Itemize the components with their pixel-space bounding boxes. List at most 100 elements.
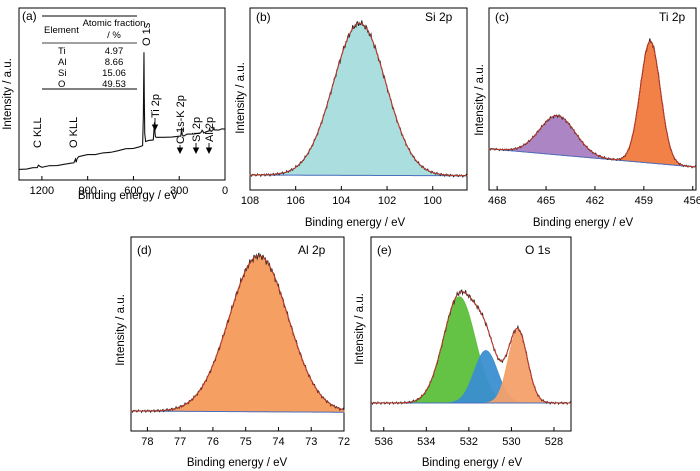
- xtick-label: 528: [545, 436, 563, 448]
- panel-e-plot: [370, 289, 572, 406]
- xtick-label: 108: [241, 195, 259, 207]
- background-line: [488, 148, 697, 168]
- table-rows: Ti 4.97 Al 8.66 Si 15.06 O 49.53: [58, 46, 126, 90]
- panel-a-plot: [18, 52, 226, 170]
- xtick-label: 900: [78, 185, 96, 197]
- peak-arrows: [151, 118, 213, 155]
- panel-c-label: (c): [495, 10, 509, 24]
- peak-label-o-1s: O 1s: [141, 22, 153, 46]
- xtick-label: 76: [207, 436, 219, 448]
- xtick-label: 102: [378, 195, 396, 207]
- panel-d-plot: [130, 252, 345, 414]
- fit-component-1: [130, 255, 345, 413]
- xtick-label: 600: [124, 185, 142, 197]
- atomic-fraction-table: Element Atomic fraction / % Ti 4.97 Al 8.66 S…: [42, 15, 146, 90]
- panel-c-ylabel: Intensity / a.u.: [474, 64, 486, 136]
- xtick-label: 75: [240, 436, 252, 448]
- background-line: [250, 174, 467, 177]
- panel-c-xticks: 468 465 462 459 456: [488, 186, 700, 207]
- panel-d-ylabel: Intensity / a.u.: [115, 294, 127, 366]
- xtick-label: 536: [375, 436, 393, 448]
- panel-a-ylabel: Intensity / a.u.: [2, 58, 14, 130]
- xtick-label: 72: [338, 436, 350, 448]
- peak-label-o-kll: O KLL: [68, 117, 80, 148]
- xtick-label: 0: [222, 185, 228, 197]
- panel-a-label: (a): [22, 9, 37, 23]
- panel-d-xlabel: Binding energy / eV: [187, 457, 288, 469]
- xtick-label: 468: [488, 195, 506, 207]
- panel-a-annotations: C KLL O KLL O 1s Ti 2p C 1s-K 2p Si 2p A…: [32, 22, 216, 155]
- panel-c-plot: [488, 38, 697, 169]
- table-cell-fraction: 15.06: [102, 68, 126, 79]
- xtick-label: 534: [417, 436, 435, 448]
- panel-b-ylabel: Intensity / a.u.: [235, 62, 247, 134]
- panel-a-xticks: 1200 900 600 300 0: [30, 176, 228, 197]
- xtick-label: 77: [174, 436, 186, 448]
- panel-e-title: O 1s: [525, 243, 550, 257]
- table-cell-element: Al: [58, 57, 66, 68]
- table-cell-fraction: 4.97: [105, 46, 124, 57]
- xtick-label: 73: [305, 436, 317, 448]
- panel-c-title: Ti 2p: [659, 10, 686, 24]
- table-header-fraction-line2: / %: [107, 30, 121, 41]
- panel-b-title: Si 2p: [425, 10, 453, 24]
- panel-d-title: Al 2p: [298, 243, 326, 257]
- xtick-label: 300: [170, 185, 188, 197]
- table-cell-element: O: [58, 79, 65, 90]
- table-cell-fraction: 8.66: [105, 57, 124, 68]
- panel-c-xlabel: Binding energy / eV: [533, 217, 634, 229]
- table-header-fraction: Atomic fraction / %: [83, 18, 146, 41]
- panel-e: 536 534 532 530 528 (e) O 1s Binding energy …: [354, 236, 572, 469]
- panel-e-label: (e): [377, 243, 392, 257]
- panel-d-label: (d): [137, 243, 152, 257]
- survey-spectrum-line: [18, 52, 226, 170]
- xtick-label: 74: [272, 436, 284, 448]
- peak-label-ti-2p: Ti 2p: [150, 94, 162, 118]
- panel-b-label: (b): [256, 10, 271, 24]
- xtick-label: 459: [635, 195, 653, 207]
- fit-envelope-line: [131, 255, 345, 412]
- background-line: [131, 410, 345, 413]
- fit-envelope-line: [488, 40, 697, 168]
- panel-b-plot: [249, 20, 468, 178]
- xtick-label: 100: [424, 195, 442, 207]
- xtick-label: 456: [684, 195, 700, 207]
- panel-e-xlabel: Binding energy / eV: [422, 457, 523, 469]
- fit-component-1: [249, 22, 468, 177]
- xtick-label: 104: [332, 195, 350, 207]
- panel-a-xlabel: Binding energy / eV: [78, 190, 179, 202]
- xtick-label: 530: [502, 436, 520, 448]
- xtick-label: 1200: [30, 185, 54, 197]
- peak-label-al-2p: Al 2p: [204, 117, 216, 142]
- peak-label-c-kll: C KLL: [32, 117, 44, 148]
- panel-d-xticks: 78 77 76 75 74 73 72: [141, 427, 350, 448]
- table-header-element: Element: [44, 25, 79, 36]
- panel-c: 468 465 462 459 456 (c) Ti 2p Binding energy…: [474, 7, 700, 229]
- xtick-label: 78: [141, 436, 153, 448]
- panel-b-xticks: 108 106 104 102 100: [241, 186, 442, 207]
- panel-e-xticks: 536 534 532 530 528: [375, 427, 563, 448]
- peak-label-c1s-k2p: C 1s-K 2p: [175, 95, 187, 144]
- panel-b-frame: [249, 7, 468, 191]
- panel-d-frame: [130, 236, 345, 432]
- peak-label-si-2p: Si 2p: [191, 117, 203, 142]
- xtick-label: 532: [460, 436, 478, 448]
- table-cell-fraction: 49.53: [102, 79, 126, 90]
- xtick-label: 462: [586, 195, 604, 207]
- panel-c-frame: [488, 7, 697, 191]
- table-cell-element: Si: [58, 68, 66, 79]
- panel-d: 78 77 76 75 74 73 72 (d) Al 2p Binding energy …: [115, 236, 350, 469]
- xtick-label: 465: [537, 195, 555, 207]
- fit-envelope-line: [250, 22, 467, 177]
- panel-a-frame: [18, 7, 226, 181]
- table-header-fraction-line1: Atomic fraction: [83, 18, 146, 29]
- xtick-label: 106: [287, 195, 305, 207]
- panel-b: 108 106 104 102 100 (b) Si 2p Binding energy…: [235, 7, 468, 229]
- fit-envelope-line: [371, 291, 571, 404]
- panel-b-xlabel: Binding energy / eV: [305, 217, 406, 229]
- panel-e-frame: [370, 236, 572, 432]
- panel-e-ylabel: Intensity / a.u.: [354, 293, 366, 365]
- panel-a: 1200 900 600 300 0 (a) Binding energy / eV I…: [2, 7, 228, 202]
- table-cell-element: Ti: [58, 46, 66, 57]
